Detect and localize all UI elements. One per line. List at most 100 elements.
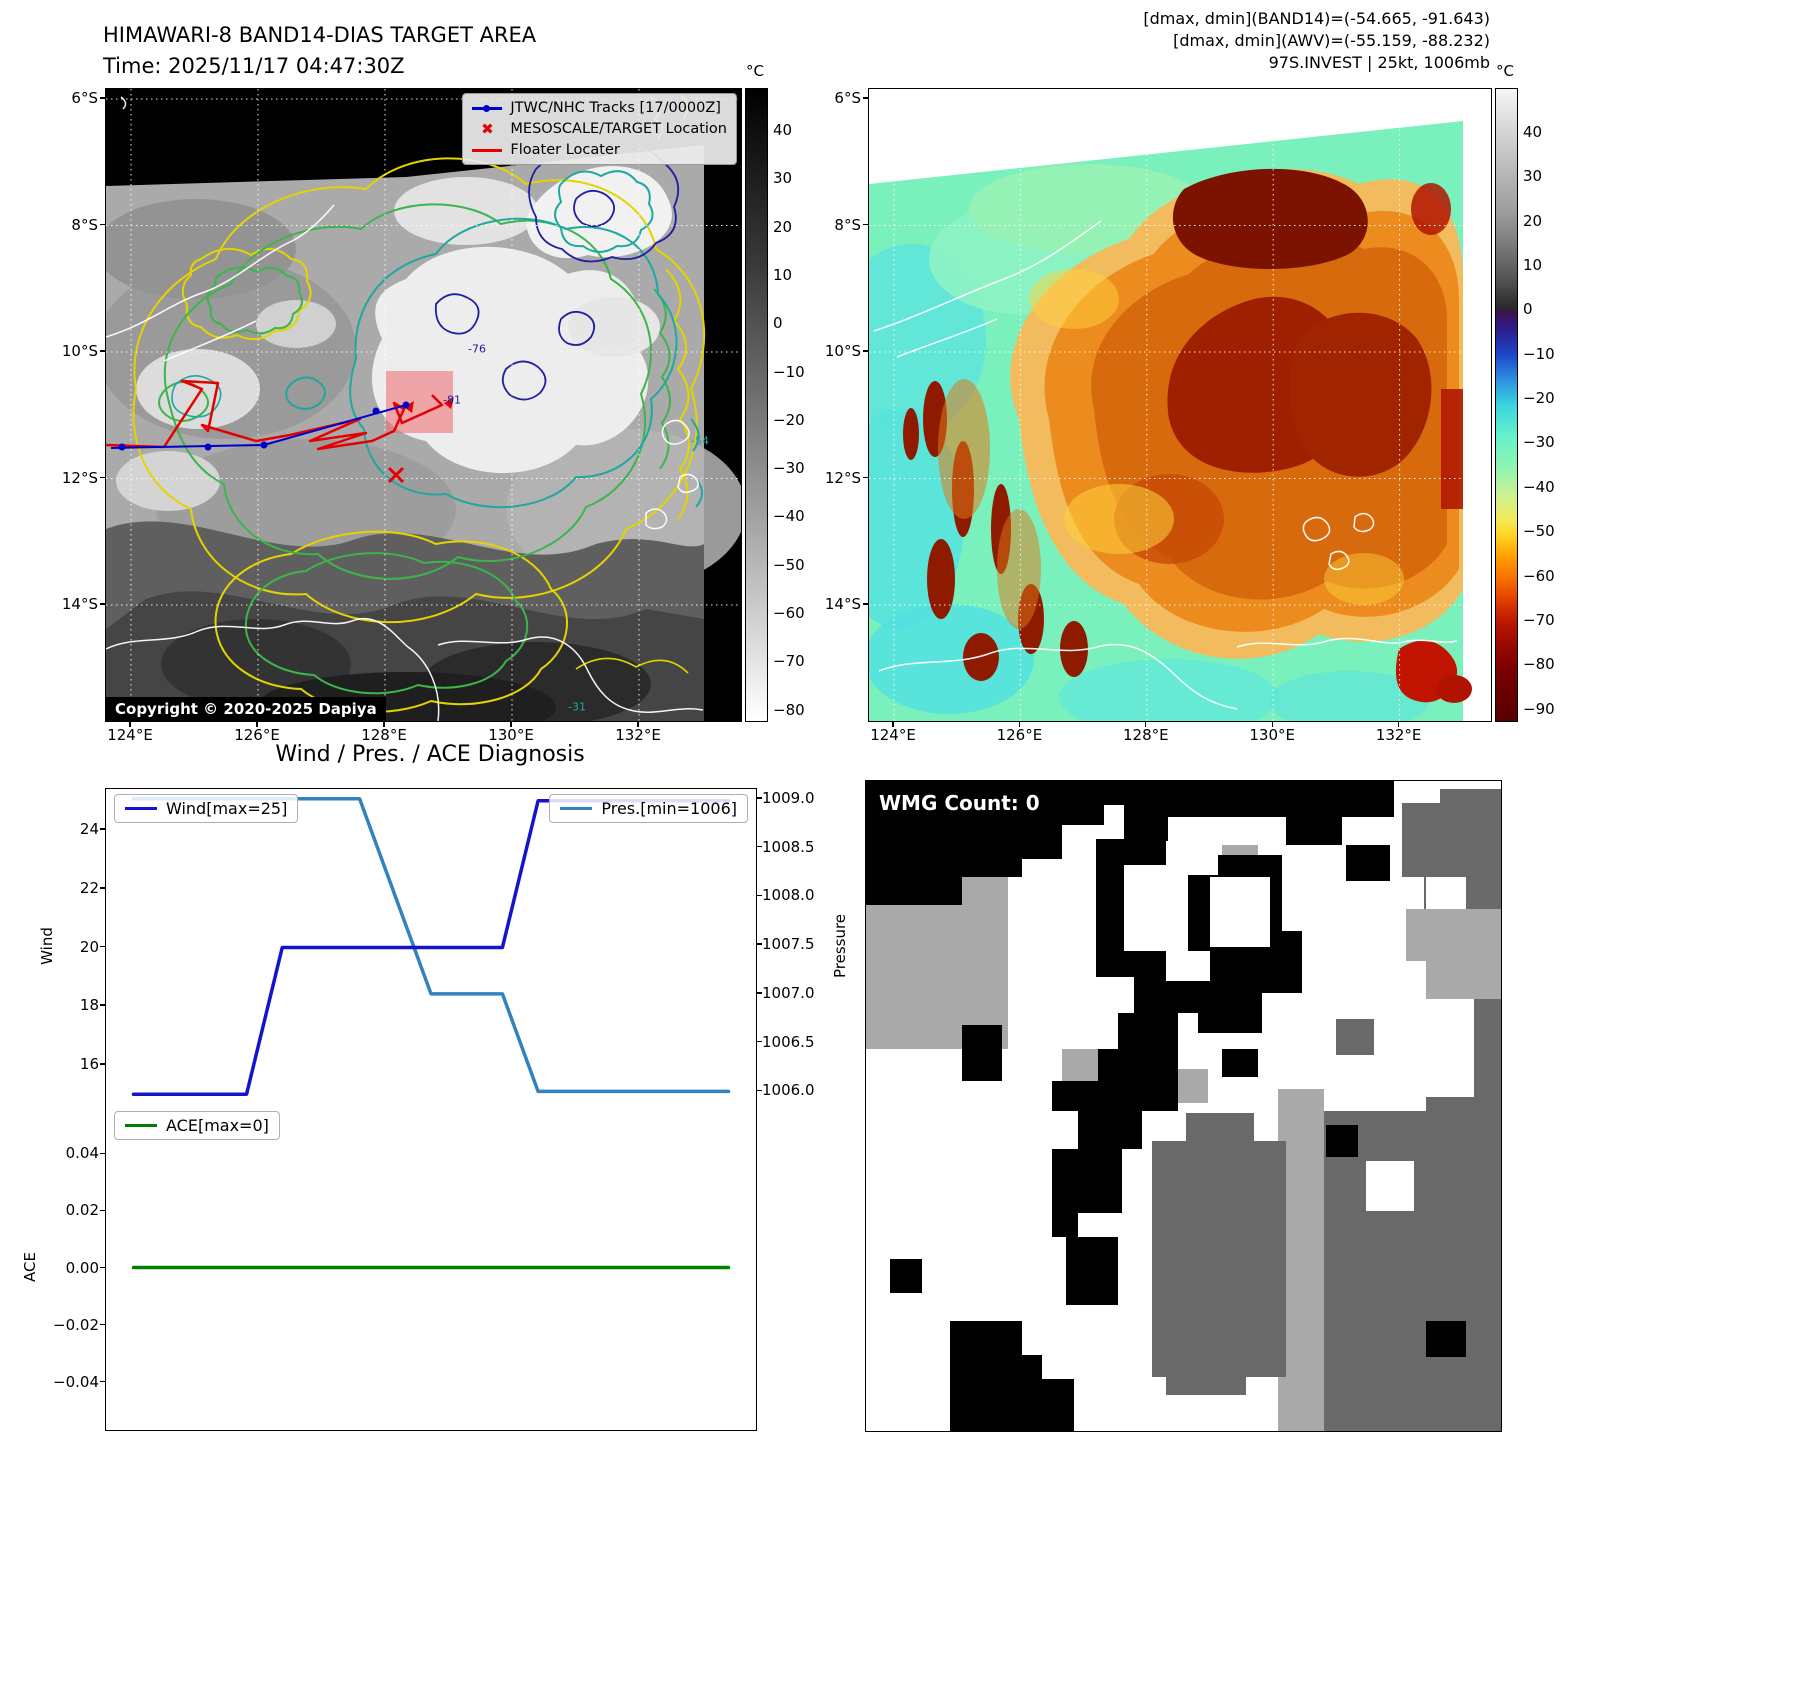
ace-legend: ACE[max=0] <box>114 1111 280 1140</box>
pres-legend: Pres.[min=1006] <box>549 794 748 823</box>
awv-colorbar-tick: −10 <box>1523 344 1555 363</box>
tick-mark <box>892 721 894 727</box>
contour-value-label: -81 <box>443 393 461 407</box>
awv-lon-tick: 124°E <box>870 726 916 744</box>
pressure-ytick: 1006.0 <box>762 1081 815 1100</box>
awv-colorbar-tick: −30 <box>1523 433 1555 452</box>
awv-lat-tick: 12°S <box>824 468 861 487</box>
band14-title-block: HIMAWARI-8 BAND14-DIAS TARGET AREA Time:… <box>103 20 536 82</box>
ace-axis-label: ACE <box>21 1252 39 1282</box>
pressure-ytick: 1007.0 <box>762 983 815 1002</box>
band14-lat-tick: 6°S <box>71 89 98 107</box>
band14-colorbar-unit: °C <box>746 62 764 80</box>
awv-header-invest: 97S.INVEST | 25kt, 1006mb <box>1268 53 1490 72</box>
awv-colorbar <box>1495 88 1518 722</box>
floater-track <box>106 379 454 451</box>
wind-ytick: 18 <box>79 996 99 1015</box>
diagnosis-title: Wind / Pres. / ACE Diagnosis <box>275 742 585 767</box>
tick-mark <box>99 1004 105 1006</box>
legend-floater-label: Floater Locater <box>510 142 620 158</box>
band14-colorbar-tick: 20 <box>773 217 793 236</box>
tick-mark <box>383 721 385 727</box>
tick-mark <box>756 943 762 945</box>
tick-mark <box>99 1323 105 1326</box>
awv-lon-tick: 132°E <box>1375 726 1422 744</box>
ace-plot <box>131 1265 731 1270</box>
tick-mark <box>637 721 639 727</box>
ace-legend-line <box>125 1124 157 1127</box>
awv-header-band14-range: [dmax, dmin](BAND14)=(-54.665, -91.643) <box>1143 9 1490 28</box>
band14-colorbar-tick: −50 <box>773 555 805 574</box>
graticule <box>869 89 1491 721</box>
pressure-axis-label: Pressure <box>831 913 849 979</box>
band14-colorbar-tick: 0 <box>773 314 783 333</box>
tick-mark <box>510 721 512 727</box>
legend-track-label: JTWC/NHC Tracks [17/0000Z] <box>510 100 721 116</box>
awv-map <box>868 88 1492 722</box>
awv-colorbar-tick: 20 <box>1523 211 1543 230</box>
x-marker-icon: ✖ <box>481 120 494 138</box>
wind-ytick: 20 <box>79 937 99 956</box>
awv-lat-tick: 8°S <box>834 215 861 234</box>
awv-lon-tick: 130°E <box>1249 726 1295 744</box>
wind-legend: Wind[max=25] <box>114 794 299 823</box>
coastlines <box>873 220 1458 710</box>
band14-lat-tick: 10°S <box>61 342 98 360</box>
band14-colorbar-tick: −60 <box>773 604 805 622</box>
tick-mark <box>1145 721 1147 727</box>
tick-mark <box>99 945 105 948</box>
ace-ytick: 0.00 <box>65 1258 99 1277</box>
pressure-ytick: 1008.0 <box>762 886 815 905</box>
awv-colorbar-tick: −90 <box>1523 699 1555 718</box>
band14-lat-tick: 8°S <box>71 215 98 234</box>
tick-mark <box>99 1209 105 1212</box>
tick-mark <box>99 1063 105 1065</box>
awv-colorbar-tick: 30 <box>1523 167 1543 186</box>
legend-target-label: MESOSCALE/TARGET Location <box>510 121 727 137</box>
awv-colorbar-tick: 0 <box>1523 300 1533 319</box>
contour-value-label: -54 <box>691 434 709 448</box>
band14-lon-tick: 124°E <box>107 726 153 744</box>
contours-teal <box>171 170 703 509</box>
awv-satellite-image <box>869 89 1491 721</box>
tick-mark <box>129 721 131 727</box>
tick-mark <box>99 1266 105 1269</box>
band14-colorbar-tick: −40 <box>773 507 805 526</box>
band14-lon-tick: 130°E <box>488 726 534 744</box>
tick-mark <box>756 797 762 799</box>
tick-mark <box>99 350 105 352</box>
wind-ytick: 24 <box>79 820 99 839</box>
awv-lon-tick: 128°E <box>1122 726 1169 744</box>
ace-ytick: 0.04 <box>65 1144 99 1163</box>
tick-mark <box>862 603 868 605</box>
tick-mark <box>99 1380 105 1383</box>
awv-colorbar-unit: °C <box>1496 62 1514 80</box>
pressure-ytick: 1009.0 <box>762 788 815 807</box>
wind-ytick: 16 <box>79 1054 99 1073</box>
awv-lon-tick: 126°E <box>996 726 1043 744</box>
awv-colorbar-tick: −60 <box>1523 566 1555 585</box>
band14-colorbar-tick: 40 <box>773 121 793 139</box>
tick-mark <box>756 1040 762 1043</box>
wind-legend-line <box>125 807 157 810</box>
band14-colorbar-tick: −20 <box>773 410 805 429</box>
awv-colorbar-tick: −20 <box>1523 389 1555 408</box>
tick-mark <box>756 894 762 897</box>
tick-mark <box>862 223 868 226</box>
band14-title: HIMAWARI-8 BAND14-DIAS TARGET AREA <box>103 23 537 47</box>
pressure-ytick: 1006.5 <box>762 1032 815 1051</box>
wmg-count-label: WMG Count: 0 <box>879 791 1040 815</box>
pres-legend-label: Pres.[min=1006] <box>601 799 737 818</box>
tick-mark <box>1271 721 1273 727</box>
wmg-panel: WMG Count: 0 <box>865 780 1502 1432</box>
wind-pressure-plot <box>131 797 731 1097</box>
wind-pressure-chart: Wind[max=25] Pres.[min=1006] <box>105 788 757 1107</box>
tick-mark <box>99 97 105 99</box>
band14-colorbar-tick: −70 <box>773 652 805 671</box>
ace-chart: ACE[max=0] <box>105 1105 757 1431</box>
target-x-marker <box>387 466 405 484</box>
band14-colorbar-tick: 30 <box>773 169 793 188</box>
awv-colorbar-tick: −40 <box>1523 477 1555 496</box>
coastlines <box>106 96 704 721</box>
